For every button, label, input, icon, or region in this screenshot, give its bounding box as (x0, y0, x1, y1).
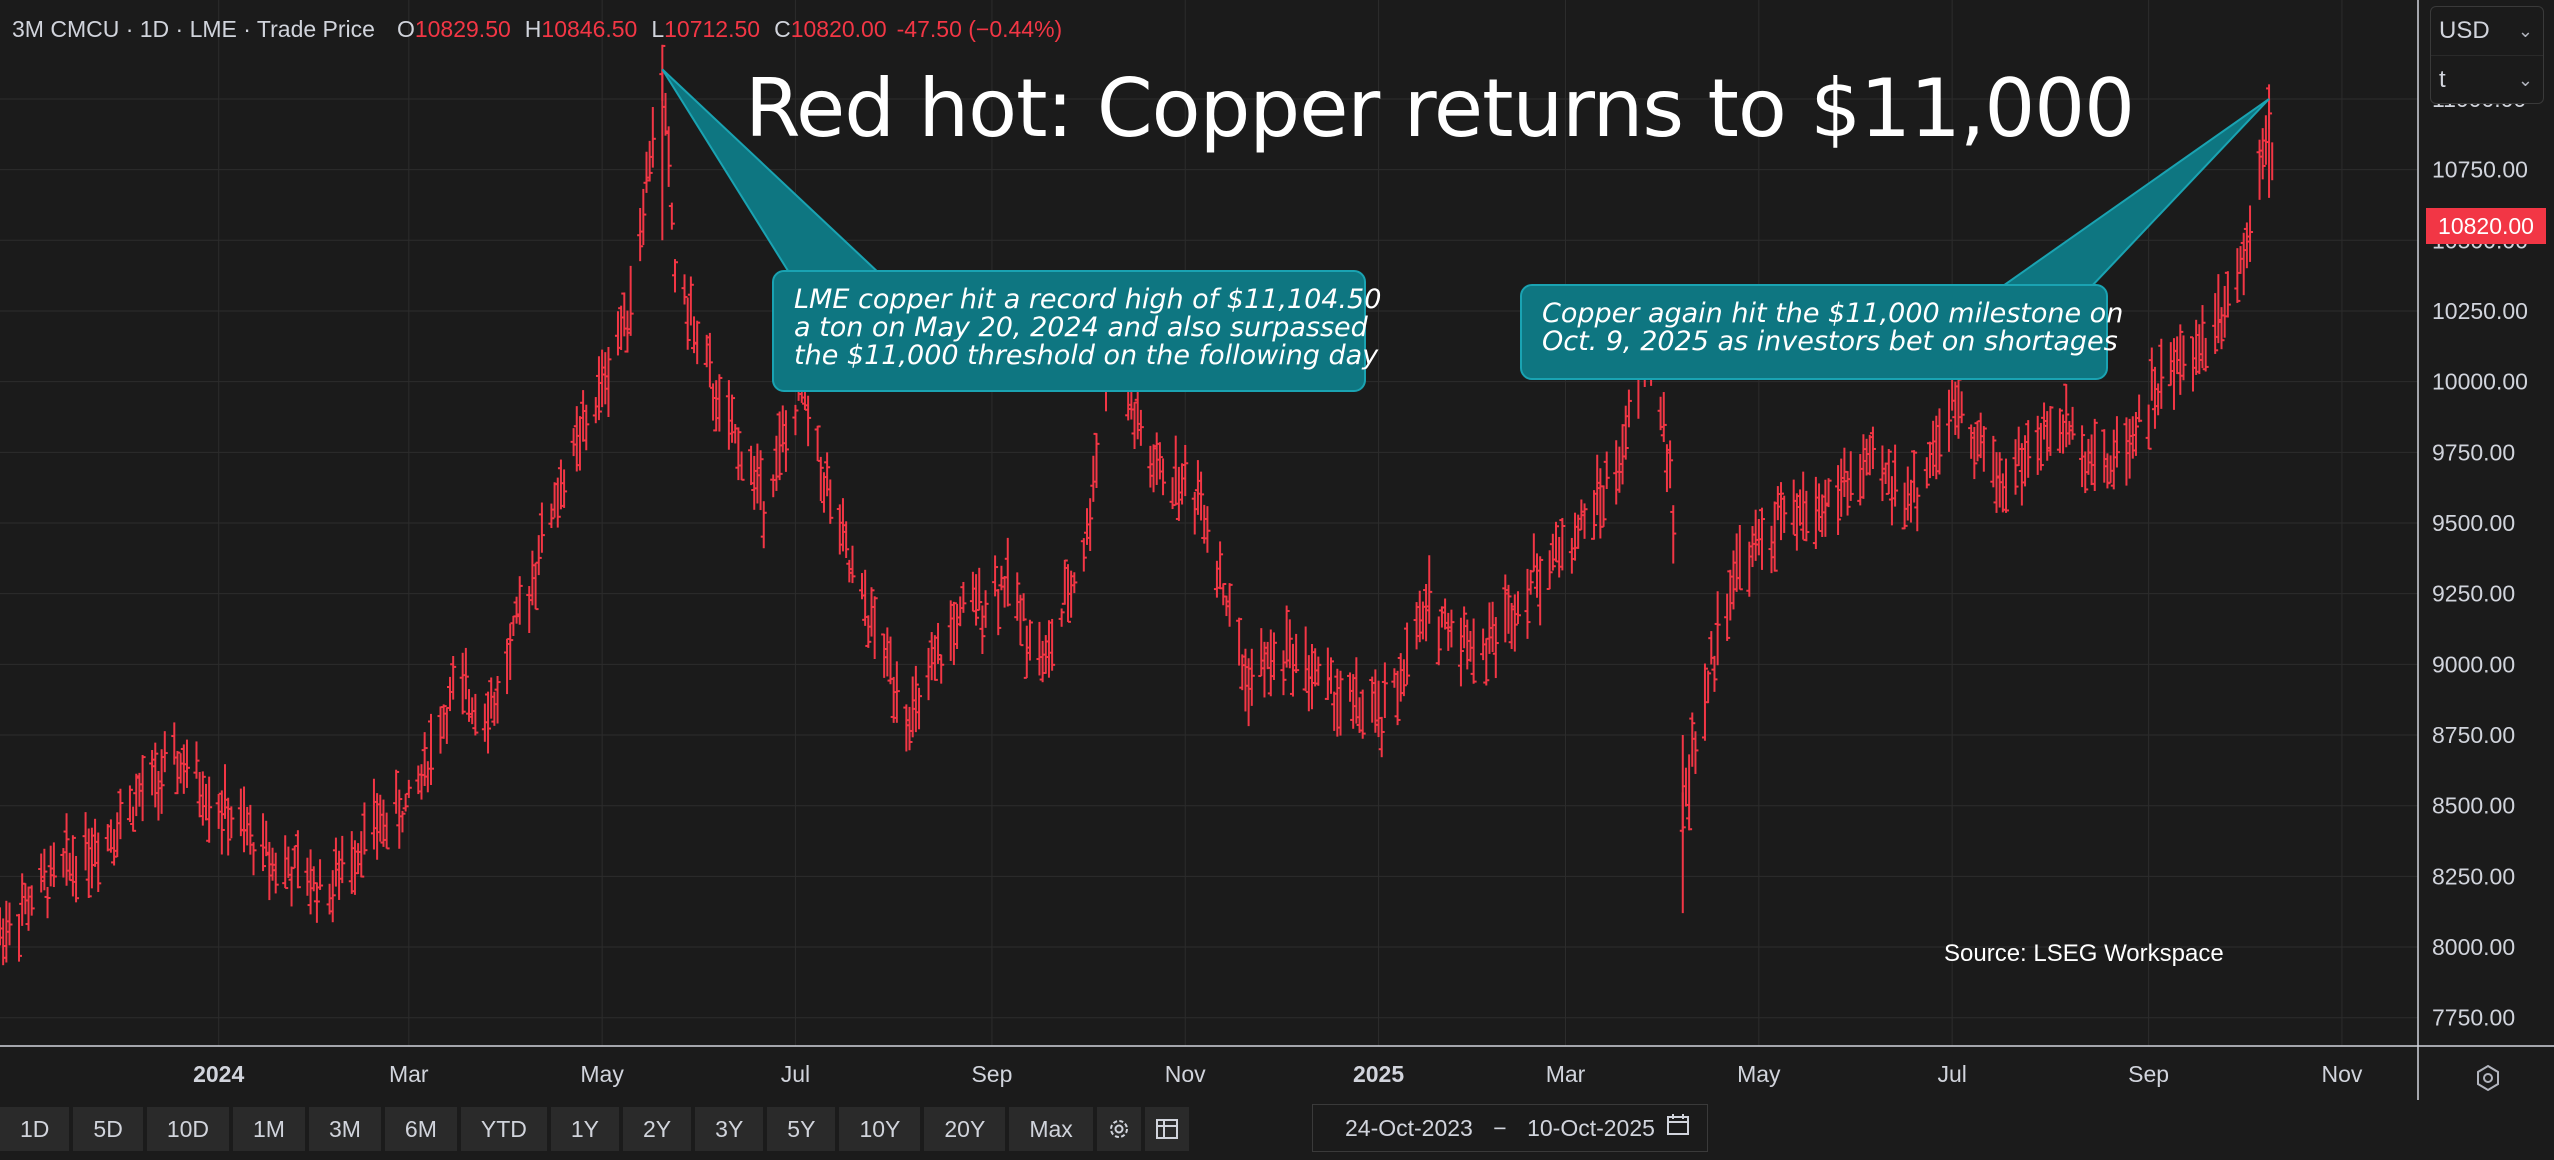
x-tick-label: Jul (781, 1061, 810, 1087)
price-axis[interactable]: 7750.00 8000.00 8250.00 8500.00 8750.00 9000.… (2417, 0, 2528, 1100)
x-tick-label: Mar (389, 1061, 429, 1087)
range-button-3m[interactable]: 3M (308, 1107, 381, 1151)
range-button-1d[interactable]: 1D (0, 1107, 70, 1151)
range-button-1m[interactable]: 1M (233, 1107, 305, 1151)
close-label: C (774, 15, 791, 42)
callout-milestone: Copper again hit the $11,000 milestone o… (1520, 284, 2124, 380)
range-button-5d[interactable]: 5D (73, 1107, 143, 1151)
date-range-start[interactable]: 24-Oct-2023 (1345, 1114, 1473, 1141)
chevron-down-icon: ⌄ (2517, 69, 2533, 90)
symbol-name[interactable]: 3M CMCU · 1D · LME · Trade Price (12, 15, 375, 42)
x-tick-label: May (1737, 1061, 1781, 1087)
ohlc-bars (0, 44, 2274, 966)
range-button-20y[interactable]: 20Y (924, 1107, 1006, 1151)
range-button-1y[interactable]: 1Y (550, 1107, 620, 1151)
y-tick-label: 9000.00 (2432, 651, 2515, 677)
date-range-separator: − (1493, 1114, 1507, 1141)
axis-settings-icon[interactable] (2468, 1058, 2508, 1098)
currency-value: USD (2439, 17, 2490, 44)
y-tick-label: 9250.00 (2432, 581, 2515, 607)
currency-selector[interactable]: USD ⌄ t ⌄ (2430, 6, 2544, 104)
x-tick-label: Nov (1165, 1061, 1206, 1087)
range-button-2y[interactable]: 2Y (623, 1107, 692, 1151)
y-tick-label: 8000.00 (2432, 934, 2515, 960)
y-tick-label: 10250.00 (2432, 298, 2528, 324)
x-tick-label: Jul (1937, 1061, 1966, 1087)
high-label: H (524, 15, 542, 42)
range-button-ytd[interactable]: YTD (460, 1107, 547, 1151)
range-button-3y[interactable]: 3Y (695, 1107, 764, 1151)
range-button-5y[interactable]: 5Y (767, 1107, 836, 1151)
unit-value: t (2439, 66, 2446, 93)
open-value: 10829.50 (414, 15, 511, 42)
change-value: -47.50 (−0.44%) (896, 15, 1063, 42)
y-tick-label: 8750.00 (2432, 722, 2515, 748)
date-range-end[interactable]: 10-Oct-2025 (1527, 1114, 1655, 1141)
calendar-icon[interactable] (1665, 1112, 1691, 1144)
y-tick-label: 10000.00 (2432, 369, 2528, 395)
y-tick-label: 10750.00 (2432, 157, 2528, 183)
x-tick-label: 2024 (193, 1061, 244, 1087)
callout-line: LME copper hit a record high of $11,104.… (794, 284, 1382, 315)
callout-record-high: LME copper hit a record high of $11,104.… (772, 270, 1382, 392)
y-tick-label: 9750.00 (2432, 439, 2515, 465)
low-value: 10712.50 (664, 15, 761, 42)
callout-line: a ton on May 20, 2024 and also surpassed (794, 312, 1368, 343)
open-label: O (396, 15, 415, 42)
y-tick-label: 8500.00 (2432, 793, 2515, 819)
x-tick-label: 2025 (1353, 1061, 1404, 1087)
callout-line: Copper again hit the $11,000 milestone o… (1542, 298, 2124, 329)
chart-title: Red hot: Copper returns to $11,000 (745, 62, 2135, 155)
x-tick-label: Sep (971, 1061, 1012, 1087)
x-tick-label: Nov (2321, 1061, 2362, 1087)
callout-line: the $11,000 threshold on the following d… (794, 340, 1379, 371)
y-tick-label: 9500.00 (2432, 510, 2515, 536)
range-button-6m[interactable]: 6M (384, 1107, 457, 1151)
last-price-label: 10820.00 (2426, 208, 2546, 244)
x-tick-label: Mar (1546, 1061, 1586, 1087)
y-tick-label: 8250.00 (2432, 863, 2515, 889)
unit-dropdown[interactable]: t ⌄ (2431, 55, 2543, 104)
table-icon[interactable] (1144, 1107, 1189, 1151)
close-value: 10820.00 (790, 15, 887, 42)
range-button-max[interactable]: Max (1009, 1107, 1093, 1151)
chevron-down-icon: ⌄ (2517, 20, 2533, 41)
x-tick-label: May (580, 1061, 624, 1087)
x-tick-label: Sep (2128, 1061, 2169, 1087)
gear-icon[interactable] (1096, 1107, 1141, 1151)
time-axis[interactable]: 2024 Mar May Jul Sep Nov 2025 Mar May Jul Sep Nov (0, 1045, 2554, 1087)
source-note: Source: LSEG Workspace (1944, 940, 2224, 967)
symbol-legend: 3M CMCU · 1D · LME · Trade Price O 10829.… (12, 12, 1072, 46)
range-toolbar: 1D 5D 10D 1M 3M 6M YTD 1Y 2Y 3Y 5Y 10Y 2… (0, 1106, 1189, 1152)
callout-line: Oct. 9, 2025 as investors bet on shortag… (1542, 326, 2118, 357)
y-tick-label: 7750.00 (2432, 1005, 2515, 1031)
high-value: 10846.50 (541, 15, 638, 42)
currency-dropdown[interactable]: USD ⌄ (2431, 7, 2543, 55)
low-label: L (651, 15, 665, 42)
range-button-10d[interactable]: 10D (146, 1107, 230, 1151)
chart-grid (0, 0, 2418, 1046)
range-button-10y[interactable]: 10Y (839, 1107, 921, 1151)
date-range-picker[interactable]: 24-Oct-2023 − 10-Oct-2025 (1312, 1104, 1708, 1152)
